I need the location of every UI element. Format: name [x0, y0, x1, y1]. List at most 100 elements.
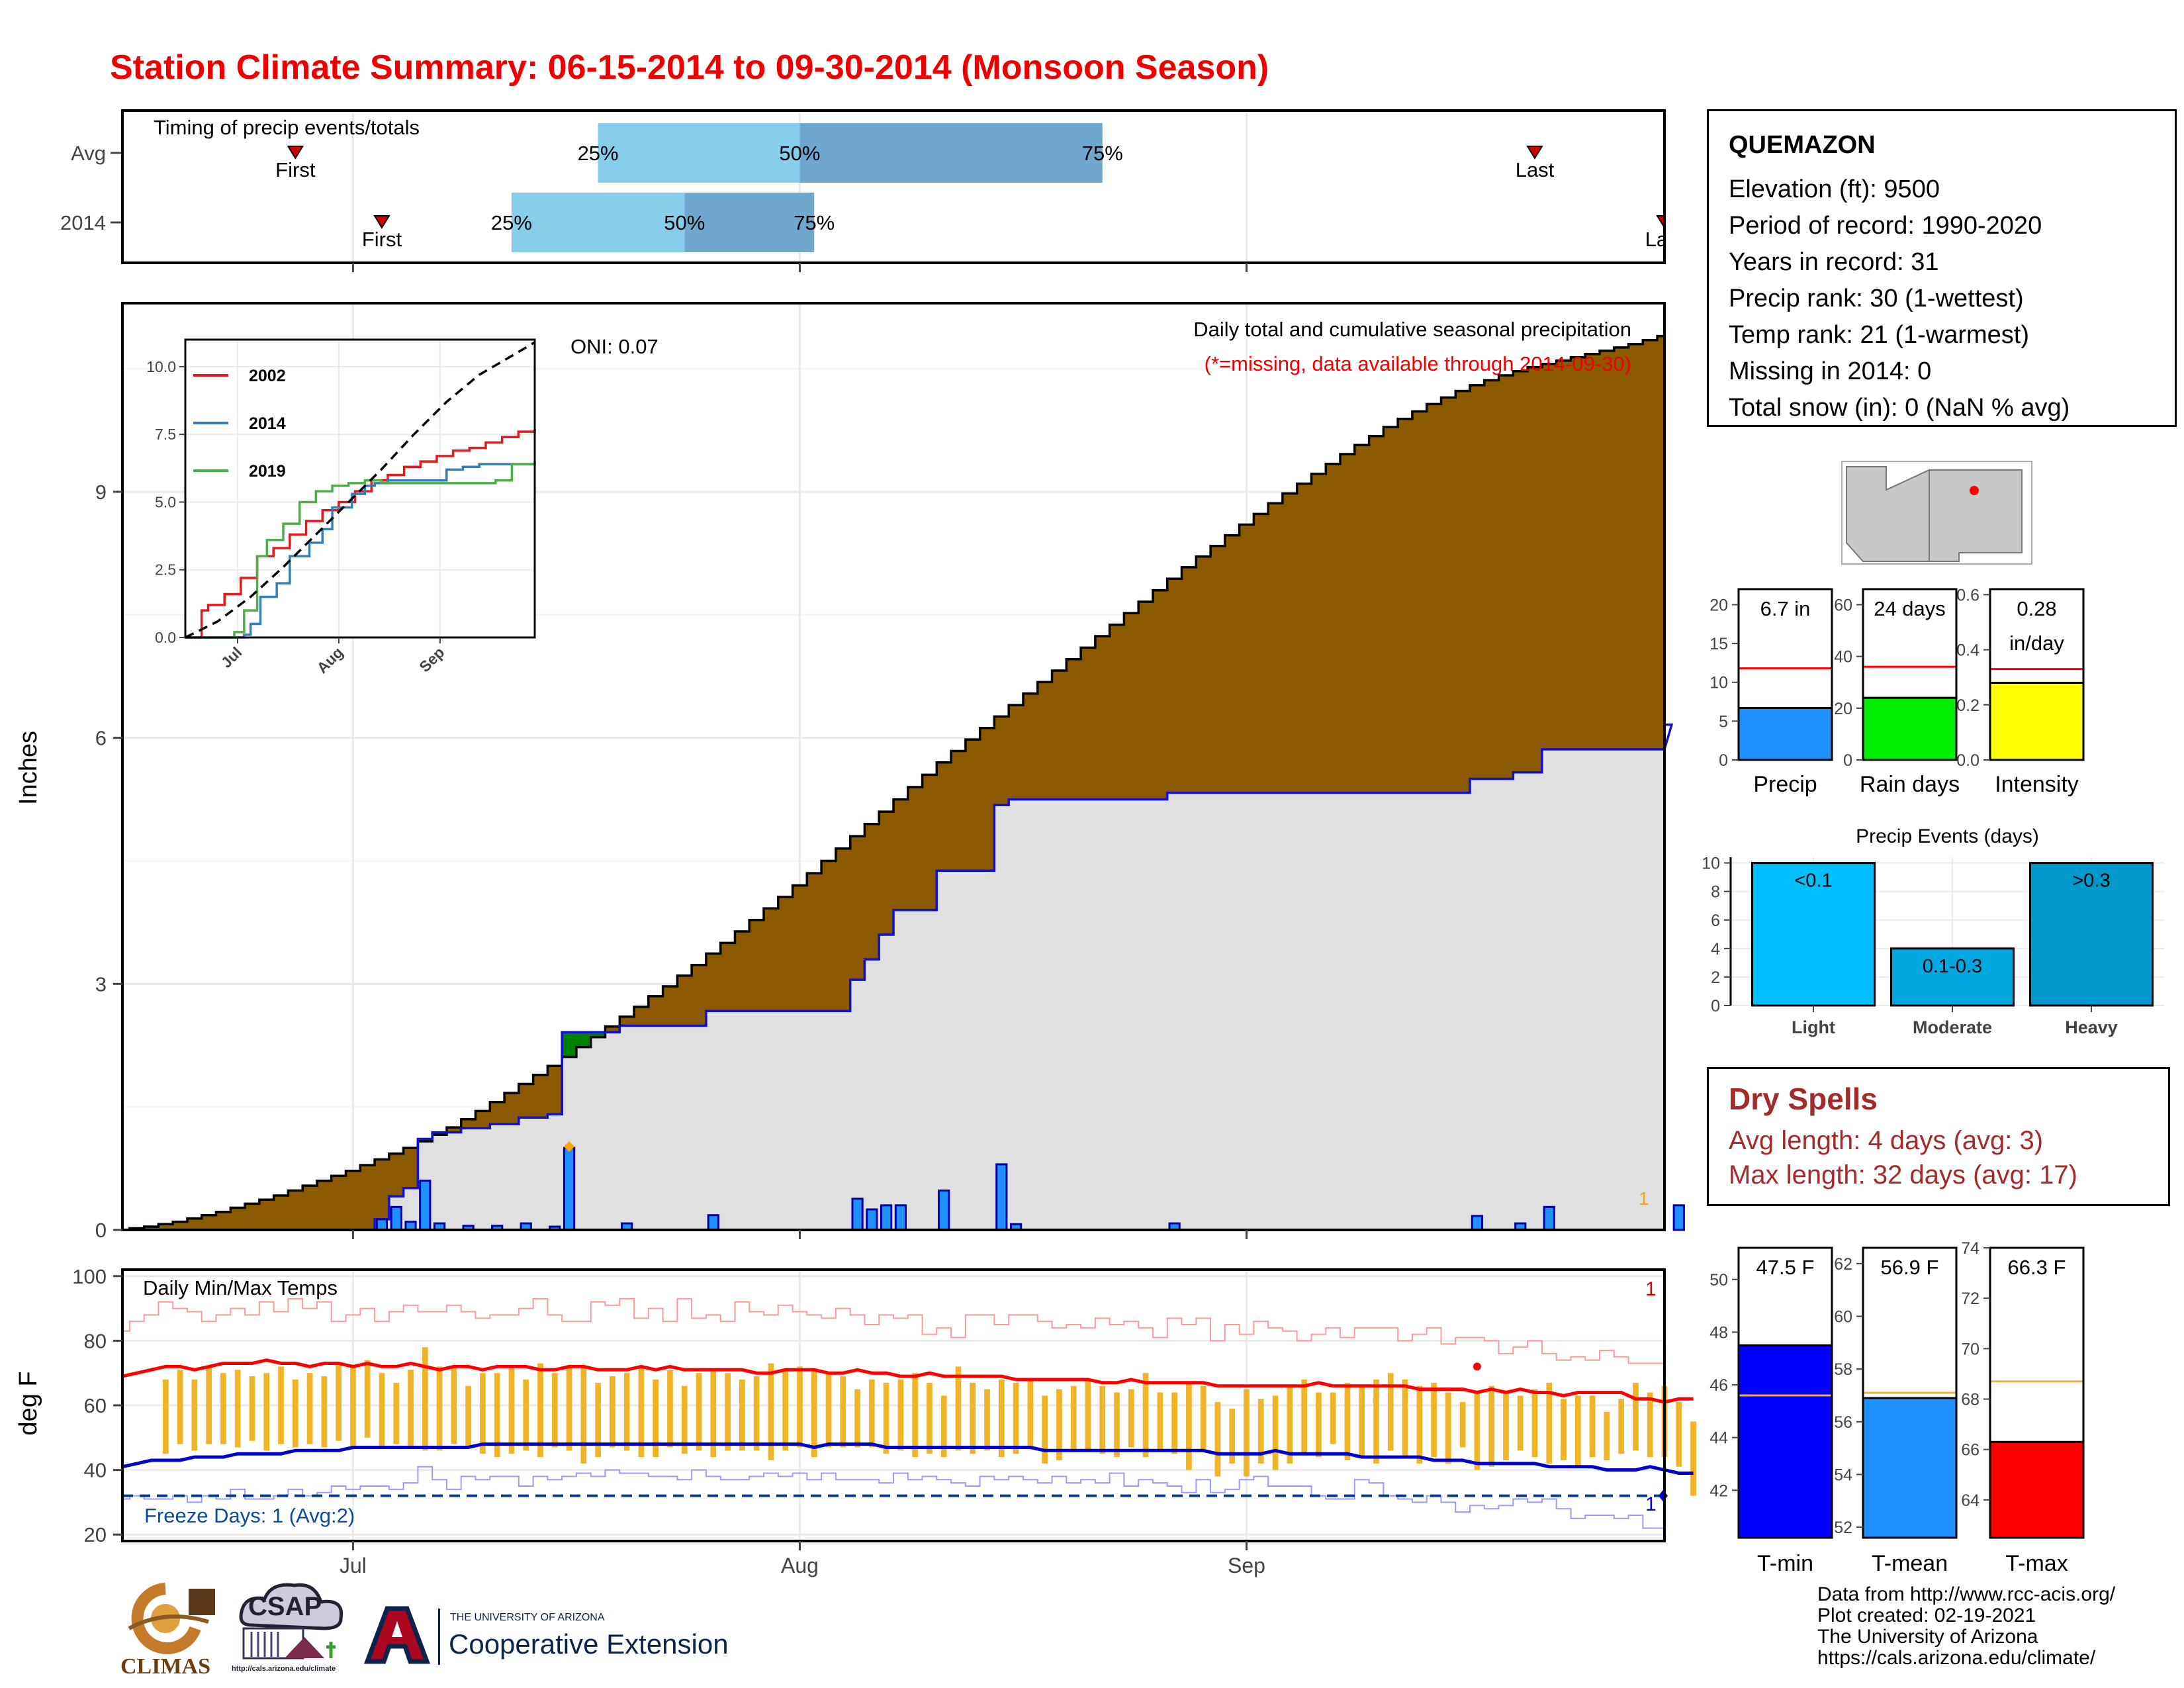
oni-label: ONI: 0.07 [570, 335, 659, 358]
credits: Data from http://www.rcc-acis.org/ Plot … [1817, 1584, 2115, 1669]
temp-daily-range-bar [1574, 1395, 1581, 1467]
station-name: QUEMAZON [1729, 131, 1876, 159]
precip-below-avg-area [893, 799, 909, 910]
temp-daily-range-bar [1488, 1385, 1495, 1467]
precip-below-avg-area [1009, 705, 1024, 800]
inset-series-line-2002 [185, 429, 536, 639]
precip-below-avg-area [1196, 556, 1211, 793]
precip-avg-fill [1628, 749, 1643, 1230]
temp-daily-range-bar [162, 1379, 169, 1454]
precip-avg-fill [662, 1025, 678, 1230]
small-bar-value-label: 66.3 F [2008, 1256, 2066, 1279]
temp-daily-range-bar [927, 1382, 933, 1454]
small-bar-y-tick-label: 70 [1961, 1340, 1979, 1358]
timing-bar-25-50 [598, 123, 800, 183]
precip-above-avg-area [590, 1032, 606, 1037]
precip-avg-fill [1224, 792, 1240, 1230]
temp-y-axis-label: deg F [15, 1371, 42, 1435]
precip-avg-fill [1095, 799, 1111, 1230]
precip-below-avg-area [850, 836, 866, 980]
dry-spells-avg: Avg length: 4 days (avg: 3) [1729, 1126, 2044, 1155]
precip-below-avg-area [1354, 445, 1370, 793]
timing-panel-border [121, 109, 1666, 264]
precip-avg-fill [1484, 778, 1500, 1230]
precip-events-bar-label: >0.3 [2072, 870, 2110, 892]
temp-daily-range-bar [292, 1379, 298, 1448]
small-bar-value-label: 24 days [1874, 597, 1946, 620]
temp-daily-range-bar [667, 1370, 673, 1448]
precip-events-bar [1751, 862, 1876, 1007]
small-bar-y-tick-label: 20 [1709, 596, 1728, 614]
temp-record-min-line [122, 1466, 1665, 1529]
temp-daily-range-bar [1099, 1385, 1106, 1454]
small-bar-y-tick-label: 15 [1709, 635, 1728, 653]
precip-events-y-tick-label: 2 [1711, 968, 1720, 987]
precip-avg-fill [1253, 792, 1269, 1230]
inset-y-tick-label: 7.5 [155, 426, 176, 443]
precip-below-avg-area [273, 1195, 289, 1230]
small-bar-y-tick-label: 5 [1719, 712, 1728, 731]
precip-daily-bar [851, 1197, 864, 1231]
precip-avg-fill [705, 1011, 721, 1230]
temp-daily-range-bar [278, 1366, 284, 1444]
timing-label-25: 25% [491, 211, 532, 234]
temp-daily-range-bar [177, 1370, 183, 1444]
precip-below-avg-area [1657, 336, 1665, 749]
temp-daily-range-bar [1618, 1399, 1625, 1454]
temp-daily-range-bar [970, 1382, 976, 1454]
precip-daily-bar [707, 1214, 719, 1231]
precip-below-avg-area [965, 739, 981, 871]
precip-avg-fill [1297, 792, 1312, 1230]
precip-avg-fill [879, 934, 894, 1230]
precip-avg-fill [1657, 749, 1665, 1230]
temp-daily-range-bar [1416, 1385, 1423, 1464]
temp-daily-range-bar [1229, 1408, 1236, 1464]
small-bar-value-label: 0.28 [2017, 597, 2056, 620]
precip-below-avg-area [316, 1180, 332, 1230]
precip-below-avg-area [1585, 353, 1600, 749]
precip-below-avg-area [1527, 367, 1543, 773]
precip-avg-fill [1441, 792, 1456, 1230]
temp-daily-range-bar [1531, 1389, 1538, 1458]
precip-below-avg-area [1052, 671, 1067, 800]
small-bar-y-tick-label: 68 [1961, 1391, 1979, 1409]
small-bar-y-tick-label: 20 [1834, 700, 1852, 718]
precip-avg-fill [907, 910, 923, 1230]
precip-daily-bar [995, 1163, 1008, 1231]
temp-daily-range-bar [1287, 1385, 1293, 1464]
t-mean-bar [1862, 1397, 1958, 1539]
precip-daily-bar [880, 1204, 893, 1231]
temp-daily-range-bar [1387, 1373, 1394, 1451]
temp-daily-range-bar [1445, 1392, 1451, 1464]
precip-below-avg-area [1138, 601, 1154, 800]
precip-below-avg-area [173, 1221, 188, 1230]
ua-logo-small-text: THE UNIVERSITY OF ARIZONA [450, 1612, 605, 1623]
temp-daily-range-bar [1027, 1379, 1034, 1448]
temp-avg-min-line [122, 1442, 1694, 1475]
precip-below-avg-area [533, 1074, 548, 1118]
temp-daily-range-bar [825, 1373, 832, 1448]
small-bar-y-tick-label: 0.2 [1956, 696, 1979, 715]
small-bar-y-tick-label: 0 [1843, 751, 1852, 770]
precip-daily-bar [390, 1205, 402, 1231]
precip-below-avg-area [907, 786, 923, 910]
precip-below-avg-area [259, 1199, 275, 1230]
temp-daily-range-bar [1171, 1392, 1177, 1454]
precip-avg-fill [1398, 792, 1413, 1230]
timing-label-50: 50% [664, 211, 705, 234]
precip-below-avg-area [864, 823, 880, 960]
csap-logo: CSAP http://cals.arizona.edu/climate [232, 1579, 351, 1685]
precip-avg-fill [965, 870, 981, 1230]
small-bar-category-label: T-max [2005, 1551, 2068, 1576]
precip-daily-bar [1543, 1205, 1555, 1231]
small-bar-category-label: Precip [1753, 772, 1817, 797]
precip-below-avg-area [1268, 503, 1283, 793]
precip-avg-fill [1282, 792, 1298, 1230]
precip-below-avg-area [1224, 535, 1240, 793]
precip-events-y-tick-label: 6 [1711, 912, 1720, 930]
temp-y-tick-label: 60 [84, 1394, 107, 1417]
precip-above-avg-area [562, 1032, 577, 1057]
small-bar-value-label: 6.7 in [1760, 597, 1811, 620]
precip-avg-fill [735, 1011, 750, 1230]
precip-below-avg-area [1167, 579, 1183, 793]
